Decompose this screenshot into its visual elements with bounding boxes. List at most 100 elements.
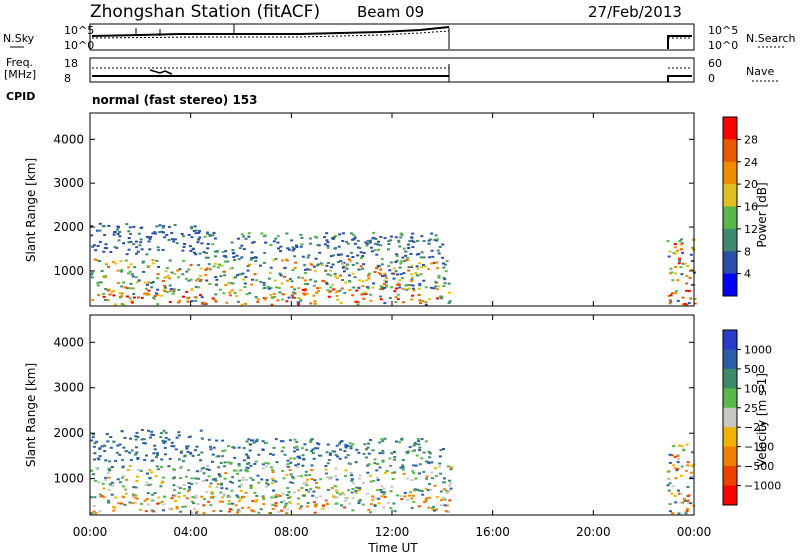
echo-cell [254,500,258,503]
echo-cell [145,454,148,457]
echo-cell [394,301,398,304]
echo-cell [147,281,151,284]
echo-cell [214,293,218,296]
echo-cell [222,494,226,497]
echo-cell [262,284,266,287]
echo-cell [220,496,224,499]
echo-cell [326,476,329,479]
echo-cell [163,453,167,456]
echo-cell [172,240,176,243]
echo-cell [197,453,201,456]
echo-cell [447,301,451,304]
echo-cell [348,280,352,283]
echo-cell [328,453,332,456]
echo-cell [208,485,212,488]
echo-cell [442,262,445,265]
echo-cell [255,279,259,282]
echo-cell [156,502,159,505]
echo-cell [410,273,414,276]
echo-cell [196,241,200,244]
echo-cell [205,267,209,270]
echo-cell [249,443,253,446]
echo-cell [249,464,253,467]
echo-cell [155,452,159,455]
echo-cell [119,270,123,273]
echo-cell [197,286,200,289]
echo-cell [288,501,292,504]
echo-cell [204,268,208,271]
echo-cell [168,289,172,292]
echo-cell [287,491,291,494]
echo-cell [198,280,202,283]
echo-cell [431,508,435,511]
echo-cell [358,247,362,250]
echo-cell [198,252,202,255]
echo-cell [428,483,432,486]
echo-cell [163,236,167,239]
echo-cell [118,235,122,238]
echo-cell [379,285,383,287]
echo-cell [274,258,278,260]
echo-cell [367,508,371,511]
echo-cell [265,479,269,481]
echo-cell [680,445,684,448]
echo-cell [192,251,196,254]
echo-cell [195,279,199,282]
echo-cell [301,464,305,467]
echo-cell [143,459,147,461]
echo-cell [186,300,190,303]
echo-cell [368,239,372,242]
noise-right-tick-bottom: 10^0 [708,39,738,52]
echo-cell [324,465,328,467]
echo-cell [338,442,341,445]
echo-cell [277,510,281,513]
echo-cell [200,296,204,299]
echo-cell [362,251,366,254]
echo-cell [133,266,137,269]
echo-cell [103,234,107,237]
echo-cell [681,303,685,306]
echo-cell [381,460,385,463]
echo-cell [162,509,165,512]
y-tick-label: 4000 [53,132,84,146]
echo-cell [182,484,186,486]
echo-cell [289,481,293,484]
echo-cell [172,484,176,487]
echo-cell [319,454,323,457]
echo-cell [325,232,329,235]
echo-cell [402,247,406,250]
echo-cell [331,495,335,498]
echo-cell [346,489,350,492]
echo-cell [158,231,162,234]
echo-cell [445,504,449,507]
echo-cell [373,249,377,252]
echo-cell [676,461,680,464]
echo-cell [309,278,313,281]
echo-cell [120,295,123,298]
echo-cell [343,506,346,509]
echo-cell [413,442,417,445]
echo-cell [274,502,278,505]
echo-cell [190,300,194,303]
echo-cell [310,263,314,266]
echo-cell [134,501,138,504]
echo-cell [150,286,154,289]
echo-cell [198,236,202,239]
echo-cell [228,294,232,297]
echo-cell [194,253,198,256]
echo-cell [362,263,366,266]
echo-cell [406,499,410,501]
echo-cell [199,470,203,473]
echo-cell [419,273,423,276]
echo-cell [433,239,437,241]
echo-cell [145,498,149,501]
echo-cell [123,436,127,439]
freq-trace-end [667,75,692,82]
echo-cell [374,497,378,500]
echo-cell [293,491,297,494]
echo-cell [677,262,681,265]
echo-cell [356,239,360,242]
echo-cell [185,270,189,273]
echo-cell [303,293,307,296]
echo-cell [380,485,384,488]
